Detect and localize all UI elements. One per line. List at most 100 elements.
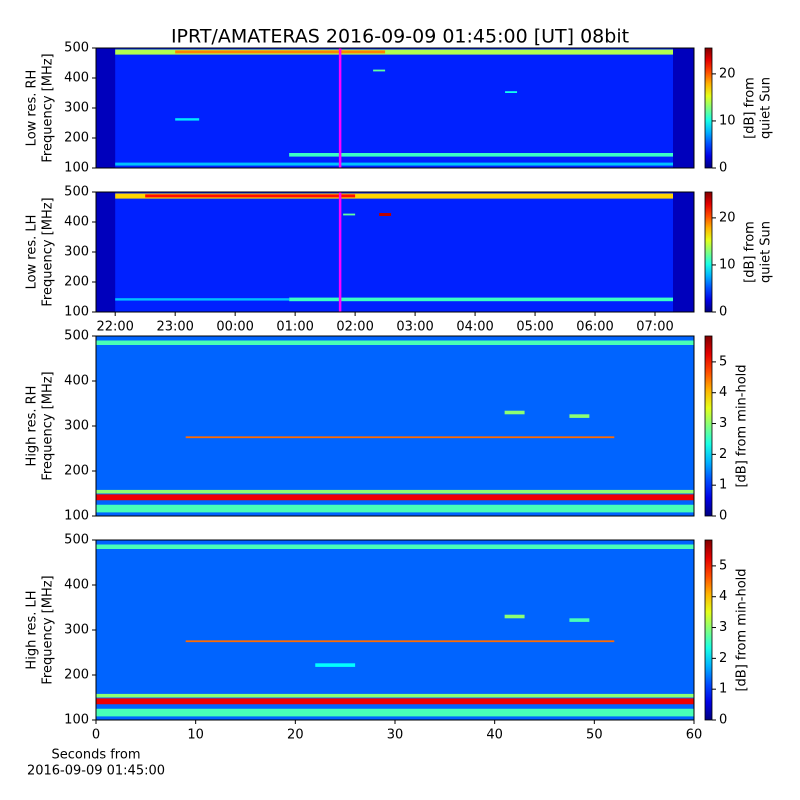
heatmap-cell	[373, 69, 386, 72]
heatmap-cell	[569, 414, 590, 418]
heatmap-cell	[96, 698, 694, 705]
heatmap-cell	[96, 48, 694, 168]
x-tick-label: 10	[187, 728, 204, 743]
heatmap-cell	[115, 298, 290, 301]
heatmap-cell	[145, 194, 356, 198]
x-tick-label: 01:00	[276, 320, 313, 335]
y-tick-label: 500	[64, 533, 89, 548]
colorbar-tick-label: 5	[719, 354, 727, 369]
heatmap-cell	[96, 494, 694, 501]
x-tick-label: 04:00	[456, 320, 493, 335]
y-tick-label: 300	[64, 245, 89, 260]
y-tick-label: 100	[64, 713, 89, 728]
y-tick-label: 400	[64, 71, 89, 86]
heatmap	[96, 336, 694, 516]
heatmap-cell	[504, 614, 525, 619]
panel: 100 200 300 400 500 High res. RH Frequency [MH…	[25, 329, 750, 524]
x-tick-label: 50	[586, 728, 603, 743]
y-tick-label: 200	[64, 464, 89, 479]
heatmap-cell	[379, 213, 392, 216]
heatmap-cell	[96, 693, 694, 698]
colorbar-tick-label: 4	[719, 589, 727, 604]
heatmap-cell	[289, 297, 674, 302]
heatmap-cell	[315, 663, 356, 667]
x-tick-label: 06:00	[576, 320, 613, 335]
y-tick-label: 300	[64, 419, 89, 434]
colorbar-tick-label: 0	[719, 305, 727, 320]
colorbar	[704, 335, 713, 517]
y-tick-label: 500	[64, 329, 89, 344]
heatmap-cell	[289, 153, 674, 157]
heatmap-cell	[115, 193, 674, 199]
x-tick-label: 30	[387, 728, 404, 743]
heatmap-cell	[96, 336, 694, 516]
colorbar	[704, 539, 713, 721]
colorbar-tick-label: 2	[719, 651, 727, 666]
colorbar-tick-label: 20	[719, 66, 736, 81]
colorbar-tick-label: 3	[719, 620, 727, 635]
y-tick-label: 200	[64, 668, 89, 683]
colorbar-label: [dB] from	[743, 221, 758, 283]
y-tick-label: 200	[64, 131, 89, 146]
y-tick-label: 500	[64, 185, 89, 200]
colorbar-tick-label: 10	[719, 257, 736, 272]
y-tick-label: 300	[64, 101, 89, 116]
heatmap-cell	[96, 48, 116, 168]
figure-title: IPRT/AMATERAS 2016-09-09 01:45:00 [UT] 0…	[171, 26, 629, 48]
colorbar	[704, 47, 713, 169]
heatmap-cell	[673, 192, 694, 312]
x-tick-label: 07:00	[636, 320, 673, 335]
colorbar-tick-label: 4	[719, 385, 727, 400]
heatmap-cell	[504, 410, 525, 415]
colorbar-tick-label: 1	[719, 478, 727, 493]
heatmap-cell	[185, 640, 615, 643]
colorbar-label: [dB] from	[743, 77, 758, 139]
y-axis-label: Frequency [MHz]	[41, 197, 56, 306]
colorbar-tick-label: 5	[719, 558, 727, 573]
colorbar-label: quiet Sun	[759, 221, 774, 283]
y-axis-label: Low res. RH	[25, 70, 40, 147]
heatmap-cell	[96, 192, 694, 312]
y-axis-label: Low res. LH	[25, 215, 40, 290]
x-axis-label: 2016-09-09 01:45:00	[27, 764, 165, 779]
x-tick-label: 22:00	[96, 320, 133, 335]
heatmap-cell	[175, 50, 386, 54]
y-axis-label: Frequency [MHz]	[41, 575, 56, 684]
heatmap-cell	[96, 489, 694, 494]
x-tick-label: 40	[486, 728, 503, 743]
heatmap	[96, 48, 694, 168]
x-tick-label: 60	[686, 728, 703, 743]
heatmap-cell	[115, 162, 674, 166]
heatmap-cell	[96, 504, 694, 513]
panel: 100 200 300 400 500 Low res. RH Frequency [MHz…	[25, 41, 774, 176]
colorbar-tick-label: 10	[719, 113, 736, 128]
y-axis-label: Frequency [MHz]	[41, 53, 56, 162]
y-tick-label: 100	[64, 509, 89, 524]
x-tick-label: 0	[92, 728, 100, 743]
x-tick-label: 02:00	[336, 320, 373, 335]
colorbar-label: [dB] from min-hold	[735, 364, 750, 487]
colorbar-tick-label: 2	[719, 447, 727, 462]
colorbar-tick-label: 20	[719, 210, 736, 225]
y-tick-label: 100	[64, 305, 89, 320]
colorbar-tick-label: 0	[719, 509, 727, 524]
x-tick-label: 03:00	[396, 320, 433, 335]
colorbar-tick-label: 0	[719, 713, 727, 728]
heatmap-cell	[185, 436, 615, 439]
x-tick-label: 23:00	[156, 320, 193, 335]
heatmap-cell	[96, 340, 694, 345]
y-axis-label: High res. RH	[25, 386, 40, 467]
y-tick-label: 100	[64, 161, 89, 176]
heatmap-cell	[96, 544, 694, 549]
heatmap-cell	[96, 192, 116, 312]
x-tick-label: 00:00	[216, 320, 253, 335]
colorbar	[704, 191, 713, 313]
heatmap	[96, 192, 694, 312]
y-tick-label: 500	[64, 41, 89, 56]
colorbar-label: [dB] from min-hold	[735, 568, 750, 691]
heatmap-cell	[343, 213, 356, 216]
colorbar-tick-label: 3	[719, 416, 727, 431]
colorbar-label: quiet Sun	[759, 77, 774, 139]
heatmap-cell	[505, 91, 518, 93]
